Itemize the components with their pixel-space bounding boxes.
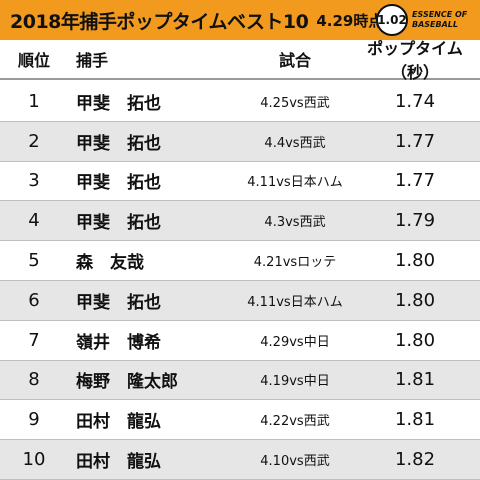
title-bar: 2018年捕手ポップタイムベスト10 4.29時点 1.02 ESSENCE O…	[0, 0, 480, 40]
cell-rank: 3	[28, 170, 40, 192]
table-row: 2 甲斐 拓也 4.4vs西武 1.77	[0, 121, 480, 162]
cell-game: 4.3vs西武	[264, 215, 326, 231]
cell-rank: 7	[28, 329, 40, 351]
cell-rank: 5	[28, 250, 40, 272]
cell-catcher: 田村 龍弘	[76, 412, 161, 433]
logo-badge: 1.02	[376, 4, 408, 36]
cell-game: 4.25vs西武	[260, 95, 330, 111]
cell-game: 4.19vs中日	[260, 374, 330, 390]
table-row: 6 甲斐 拓也 4.11vs日本ハム 1.80	[0, 280, 480, 321]
cell-pop-time: 1.77	[394, 170, 436, 192]
cell-game: 4.21vsロッテ	[253, 255, 337, 271]
cell-game: 4.29vs中日	[260, 334, 330, 350]
table-row: 10 田村 龍弘 4.10vs西武 1.82	[0, 440, 480, 480]
table-row: 8 梅野 隆太郎 4.19vs中日 1.81	[0, 360, 480, 401]
table-row: 7 嶺井 博希 4.29vs中日 1.80	[0, 321, 480, 361]
cell-game: 4.11vs日本ハム	[247, 175, 343, 191]
cell-rank: 6	[28, 289, 40, 311]
cell-catcher: 梅野 隆太郎	[76, 372, 178, 393]
cell-rank: 10	[22, 449, 46, 471]
cell-catcher: 甲斐 拓也	[76, 173, 161, 194]
cell-catcher: 甲斐 拓也	[76, 133, 161, 154]
logo: 1.02 ESSENCE OF BASEBALL	[376, 4, 472, 36]
cell-game: 4.22vs西武	[260, 414, 330, 430]
table-row: 5 森 友哉 4.21vsロッテ 1.80	[0, 241, 480, 281]
cell-game: 4.4vs西武	[264, 135, 326, 151]
cell-pop-time: 1.74	[394, 90, 436, 112]
logo-wordmark: ESSENCE OF BASEBALL	[412, 10, 467, 30]
cell-catcher: 甲斐 拓也	[76, 292, 161, 313]
cell-rank: 9	[28, 409, 40, 431]
cell-pop-time: 1.81	[394, 369, 436, 391]
cell-catcher: 田村 龍弘	[76, 452, 161, 473]
cell-pop-time: 1.80	[394, 329, 436, 351]
table-row: 3 甲斐 拓也 4.11vs日本ハム 1.77	[0, 162, 480, 202]
table-row: 1 甲斐 拓也 4.25vs西武 1.74	[0, 82, 480, 122]
cell-pop-time: 1.81	[394, 409, 436, 431]
cell-catcher: 嶺井 博希	[76, 332, 161, 353]
logo-line1: ESSENCE OF	[412, 10, 468, 19]
cell-pop-time: 1.79	[394, 210, 436, 232]
table-row: 4 甲斐 拓也 4.3vs西武 1.79	[0, 201, 480, 242]
cell-game: 4.10vs西武	[260, 454, 330, 470]
cell-catcher: 甲斐 拓也	[76, 93, 161, 114]
cell-rank: 1	[28, 90, 40, 112]
header-pop-time: ポップタイム（秒）	[367, 39, 463, 82]
cell-rank: 8	[28, 369, 40, 391]
cell-game: 4.11vs日本ハム	[247, 294, 343, 310]
cell-pop-time: 1.80	[394, 250, 436, 272]
cell-rank: 4	[28, 210, 40, 232]
header-catcher: 捕手	[76, 51, 109, 70]
table-body: 1 甲斐 拓也 4.25vs西武 1.74 2 甲斐 拓也 4.4vs西武 1.…	[0, 82, 480, 480]
cell-pop-time: 1.77	[394, 130, 436, 152]
header-rank: 順位	[17, 51, 50, 70]
table-header: 順位 捕手 試合 ポップタイム（秒）	[0, 39, 480, 82]
page-title: 2018年捕手ポップタイムベスト10	[10, 10, 309, 33]
cell-catcher: 森 友哉	[76, 253, 144, 274]
cell-pop-time: 1.80	[394, 289, 436, 311]
as-of-date: 4.29時点	[316, 11, 384, 30]
cell-catcher: 甲斐 拓也	[76, 213, 161, 234]
cell-rank: 2	[28, 130, 40, 152]
table-row: 9 田村 龍弘 4.22vs西武 1.81	[0, 400, 480, 441]
header-game: 試合	[278, 51, 311, 70]
cell-pop-time: 1.82	[394, 449, 436, 471]
logo-line2: BASEBALL	[412, 20, 458, 29]
